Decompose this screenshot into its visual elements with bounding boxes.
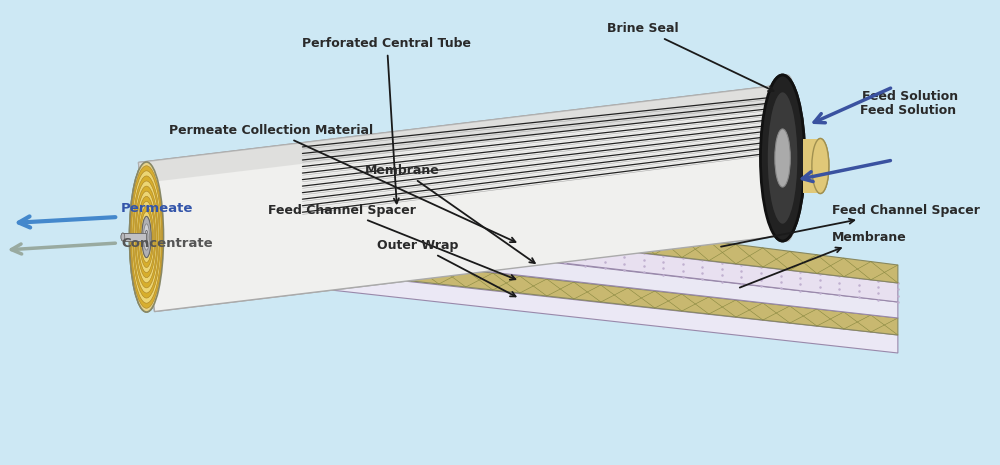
Polygon shape: [331, 193, 898, 283]
Text: Perforated Central Tube: Perforated Central Tube: [302, 37, 471, 203]
Ellipse shape: [775, 129, 790, 187]
Ellipse shape: [323, 188, 329, 232]
Polygon shape: [331, 255, 898, 335]
Text: Concentrate: Concentrate: [121, 237, 213, 250]
Ellipse shape: [143, 222, 150, 252]
Ellipse shape: [141, 212, 152, 262]
Ellipse shape: [133, 176, 160, 298]
Ellipse shape: [134, 181, 159, 293]
Ellipse shape: [129, 162, 164, 312]
Ellipse shape: [517, 193, 523, 196]
Ellipse shape: [134, 181, 159, 293]
Ellipse shape: [142, 216, 151, 258]
Polygon shape: [331, 237, 898, 318]
Ellipse shape: [137, 196, 156, 278]
Polygon shape: [340, 203, 709, 253]
Ellipse shape: [484, 193, 490, 198]
Ellipse shape: [142, 216, 151, 258]
Ellipse shape: [140, 206, 153, 267]
Ellipse shape: [145, 230, 148, 244]
Ellipse shape: [133, 176, 160, 298]
Ellipse shape: [775, 129, 790, 187]
Ellipse shape: [138, 201, 155, 272]
Ellipse shape: [144, 224, 149, 250]
Ellipse shape: [144, 227, 149, 247]
Ellipse shape: [812, 139, 829, 193]
Ellipse shape: [144, 227, 149, 247]
Ellipse shape: [767, 92, 798, 225]
Polygon shape: [123, 233, 146, 241]
Text: Feed Solution: Feed Solution: [860, 104, 956, 117]
Ellipse shape: [136, 191, 157, 283]
Text: Feed Solution: Feed Solution: [862, 90, 958, 103]
Ellipse shape: [767, 92, 798, 225]
Ellipse shape: [760, 75, 805, 241]
Text: Permeate: Permeate: [121, 202, 193, 215]
Polygon shape: [803, 139, 820, 193]
Ellipse shape: [142, 217, 151, 257]
Ellipse shape: [135, 186, 158, 288]
Ellipse shape: [760, 75, 805, 241]
Ellipse shape: [145, 232, 148, 242]
Ellipse shape: [550, 191, 556, 195]
Ellipse shape: [142, 217, 151, 257]
Ellipse shape: [141, 212, 152, 262]
Text: Membrane: Membrane: [740, 231, 906, 287]
Text: Membrane: Membrane: [365, 164, 535, 263]
Ellipse shape: [138, 201, 155, 272]
Polygon shape: [123, 233, 146, 241]
Text: Feed Channel Spacer: Feed Channel Spacer: [721, 204, 980, 246]
Ellipse shape: [129, 162, 164, 312]
Text: Outer Wrap: Outer Wrap: [377, 239, 516, 296]
Ellipse shape: [121, 233, 125, 241]
Ellipse shape: [140, 206, 153, 267]
Polygon shape: [331, 273, 898, 353]
Text: Permeate Collection Material: Permeate Collection Material: [169, 124, 515, 242]
Ellipse shape: [385, 197, 390, 201]
Ellipse shape: [137, 196, 156, 278]
Ellipse shape: [583, 190, 589, 194]
Ellipse shape: [143, 222, 150, 252]
Ellipse shape: [145, 232, 148, 242]
Ellipse shape: [451, 195, 456, 199]
Polygon shape: [803, 139, 820, 193]
Ellipse shape: [144, 224, 149, 250]
Ellipse shape: [418, 196, 423, 200]
Ellipse shape: [775, 75, 800, 241]
Polygon shape: [138, 86, 792, 312]
Ellipse shape: [135, 186, 158, 288]
Polygon shape: [138, 86, 779, 185]
Polygon shape: [326, 143, 680, 232]
Polygon shape: [138, 86, 792, 312]
Ellipse shape: [131, 171, 162, 303]
Text: Feed Channel Spacer: Feed Channel Spacer: [268, 204, 515, 279]
Ellipse shape: [121, 233, 125, 241]
Ellipse shape: [352, 198, 357, 202]
Polygon shape: [138, 86, 779, 183]
Ellipse shape: [145, 230, 148, 244]
Ellipse shape: [130, 166, 163, 308]
Ellipse shape: [136, 191, 157, 283]
Polygon shape: [331, 217, 898, 302]
Text: Brine Seal: Brine Seal: [607, 22, 774, 91]
Ellipse shape: [130, 166, 163, 308]
Ellipse shape: [131, 171, 162, 303]
Ellipse shape: [812, 139, 829, 193]
